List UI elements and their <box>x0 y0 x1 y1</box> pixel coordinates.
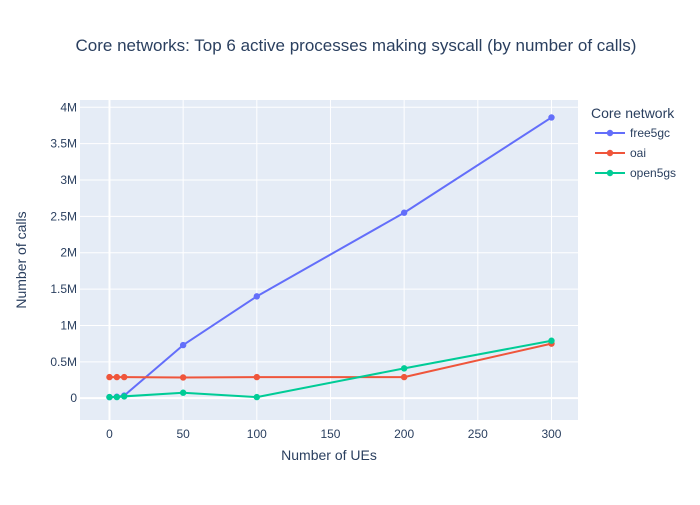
series-open5gs <box>106 337 555 401</box>
x-tick-label: 50 <box>176 427 190 441</box>
y-tick-label: 1.5M <box>50 282 77 296</box>
y-axis-label: Number of calls <box>13 211 29 308</box>
series-oai <box>106 340 555 381</box>
legend: Core network free5gc oai open5gs <box>591 105 676 180</box>
data-point[interactable] <box>253 393 261 401</box>
legend-swatch-marker <box>606 149 614 157</box>
chart-title: Core networks: Top 6 active processes ma… <box>76 36 637 55</box>
legend-item-free5gc[interactable]: free5gc <box>595 126 670 140</box>
y-tick-label: 0 <box>70 391 77 405</box>
x-tick-label: 100 <box>247 427 267 441</box>
data-point[interactable] <box>113 393 121 401</box>
data-point[interactable] <box>253 293 261 300</box>
data-point[interactable] <box>400 365 408 372</box>
data-point[interactable] <box>253 373 261 381</box>
x-tick-label: 250 <box>468 427 488 441</box>
legend-item-oai[interactable]: oai <box>595 146 646 160</box>
y-tick-label: 3M <box>60 173 77 187</box>
data-point[interactable] <box>121 373 128 381</box>
legend-swatch-marker <box>606 129 614 137</box>
data-point[interactable] <box>121 393 128 400</box>
x-axis-label: Number of UEs <box>281 447 377 463</box>
x-tick-label: 200 <box>394 427 414 441</box>
x-tick-label: 150 <box>320 427 340 441</box>
grid <box>80 100 578 420</box>
legend-label: oai <box>630 146 646 160</box>
data-point[interactable] <box>113 373 121 381</box>
legend-label: open5gs <box>630 166 676 180</box>
y-tick-label: 3.5M <box>50 137 77 151</box>
series-layer <box>106 114 555 401</box>
data-point[interactable] <box>179 374 187 381</box>
legend-label: free5gc <box>630 126 670 140</box>
y-tick-label: 2M <box>60 246 77 260</box>
legend-swatch-marker <box>606 169 614 177</box>
legend-title: Core network <box>591 105 675 121</box>
x-tick-label: 0 <box>106 427 113 441</box>
data-point[interactable] <box>548 114 555 121</box>
y-tick-label: 2.5M <box>50 209 77 223</box>
data-point[interactable] <box>400 209 408 216</box>
y-tick-label: 4M <box>60 100 77 114</box>
data-point[interactable] <box>106 393 113 401</box>
y-tick-label: 1M <box>60 318 77 332</box>
x-axis-ticks: 0 50 100 150 200 250 300 <box>106 427 562 441</box>
y-axis-ticks: 0 0.5M 1M 1.5M 2M 2.5M 3M 3.5M 4M <box>50 100 77 405</box>
data-point[interactable] <box>106 373 113 381</box>
y-tick-label: 0.5M <box>50 355 77 369</box>
data-point[interactable] <box>548 337 555 344</box>
x-tick-label: 300 <box>541 427 561 441</box>
legend-item-open5gs[interactable]: open5gs <box>595 166 676 180</box>
data-point[interactable] <box>400 373 408 381</box>
data-point[interactable] <box>179 341 187 349</box>
data-point[interactable] <box>179 389 187 396</box>
